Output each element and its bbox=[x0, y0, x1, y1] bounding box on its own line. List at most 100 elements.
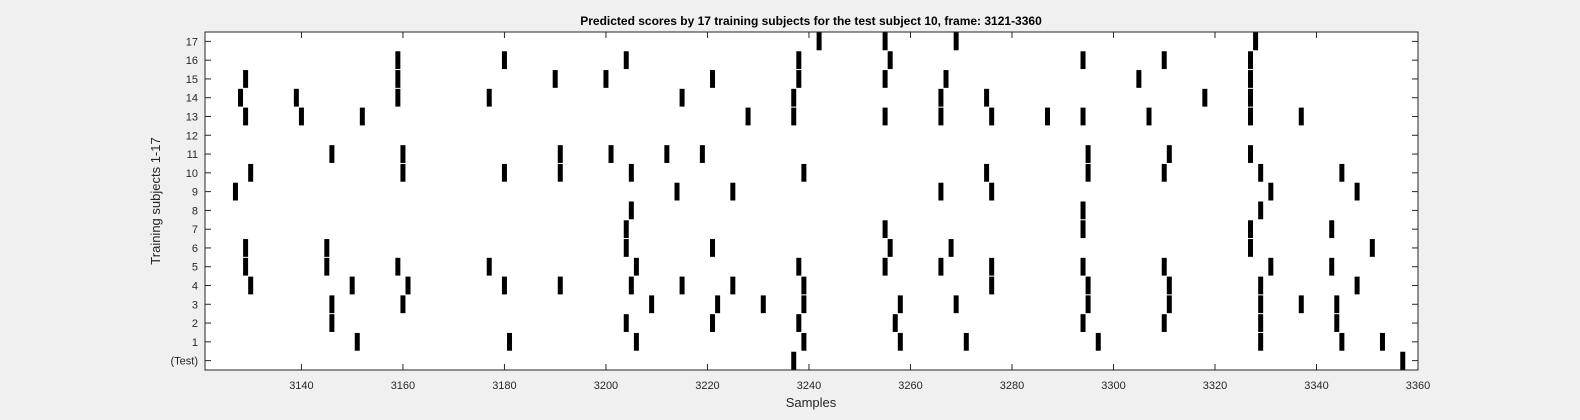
spike-mark bbox=[248, 163, 254, 182]
spike-mark bbox=[938, 88, 944, 107]
chart-title: Predicted scores by 17 training subjects… bbox=[580, 14, 1042, 28]
spike-mark bbox=[1095, 332, 1101, 351]
spike-mark bbox=[628, 276, 634, 295]
spike-mark bbox=[1248, 70, 1254, 88]
spike-mark bbox=[238, 88, 244, 107]
spike-mark bbox=[710, 70, 716, 88]
spike-mark bbox=[984, 88, 990, 107]
spike-mark bbox=[989, 257, 995, 276]
spike-mark bbox=[1379, 332, 1385, 351]
spike-mark bbox=[882, 107, 888, 126]
spike-mark bbox=[623, 314, 629, 332]
spike-mark bbox=[557, 163, 563, 182]
spike-mark bbox=[887, 239, 893, 257]
y-tick-label: 3 bbox=[192, 299, 198, 311]
spike-mark bbox=[1253, 32, 1259, 51]
spike-mark bbox=[730, 182, 736, 201]
spike-mark bbox=[1080, 257, 1086, 276]
spike-mark bbox=[329, 145, 335, 163]
spike-mark bbox=[882, 32, 888, 51]
x-axis: 3140 3160 3180 3200 3220 3240 3260 3280 3300 3320… bbox=[289, 32, 1430, 392]
spike-mark bbox=[1248, 239, 1254, 257]
spike-mark bbox=[329, 295, 335, 314]
x-tick-label: 3260 bbox=[898, 380, 922, 392]
spike-mark bbox=[1258, 201, 1264, 220]
y-tick-label: 6 bbox=[192, 243, 198, 255]
spike-mark bbox=[1354, 182, 1360, 201]
plot-area bbox=[205, 32, 1418, 370]
spike-mark bbox=[897, 295, 903, 314]
spike-mark bbox=[1248, 145, 1254, 163]
y-tick-label: 2 bbox=[192, 318, 198, 330]
spike-mark bbox=[984, 163, 990, 182]
spike-marks bbox=[232, 32, 1406, 370]
spike-mark bbox=[674, 182, 680, 201]
y-tick-label: 5 bbox=[192, 262, 198, 274]
spike-mark bbox=[501, 51, 507, 70]
spike-mark bbox=[603, 70, 609, 88]
spike-mark bbox=[760, 295, 766, 314]
spike-mark bbox=[649, 295, 655, 314]
spike-mark bbox=[892, 314, 898, 332]
spike-mark bbox=[1258, 295, 1264, 314]
y-tick-label: (Test) bbox=[171, 356, 199, 368]
spike-mark bbox=[1085, 163, 1091, 182]
spike-mark bbox=[1329, 257, 1335, 276]
spike-mark bbox=[1080, 201, 1086, 220]
y-tick-label: 9 bbox=[192, 187, 198, 199]
y-tick-label: 17 bbox=[186, 36, 198, 48]
spike-mark bbox=[552, 70, 558, 88]
spike-mark bbox=[710, 314, 716, 332]
spike-mark bbox=[400, 295, 406, 314]
y-tick-label: 1 bbox=[192, 337, 198, 349]
spike-mark bbox=[1298, 295, 1304, 314]
spike-mark bbox=[1202, 88, 1208, 107]
spike-mark bbox=[1085, 145, 1091, 163]
spike-mark bbox=[557, 145, 563, 163]
spike-mark bbox=[486, 88, 492, 107]
spike-mark bbox=[816, 32, 822, 51]
spike-mark bbox=[557, 276, 563, 295]
x-tick-label: 3360 bbox=[1406, 380, 1430, 392]
spike-mark bbox=[1080, 51, 1086, 70]
spike-mark bbox=[1268, 257, 1274, 276]
spike-mark bbox=[943, 70, 949, 88]
spike-mark bbox=[1136, 70, 1142, 88]
spike-mark bbox=[796, 51, 802, 70]
spike-mark bbox=[1334, 295, 1340, 314]
spike-mark bbox=[243, 257, 249, 276]
spike-mark bbox=[1146, 107, 1152, 126]
spike-mark bbox=[324, 257, 330, 276]
spike-mark bbox=[1268, 182, 1274, 201]
spike-mark bbox=[796, 314, 802, 332]
y-tick-label: 14 bbox=[186, 93, 198, 105]
spike-mark bbox=[801, 276, 807, 295]
spike-mark bbox=[1369, 239, 1375, 257]
spike-mark bbox=[1248, 107, 1254, 126]
spike-mark bbox=[1258, 163, 1264, 182]
y-tick-label: 4 bbox=[192, 281, 198, 293]
spike-mark bbox=[1161, 51, 1167, 70]
x-tick-label: 3180 bbox=[492, 380, 516, 392]
spike-mark bbox=[1258, 314, 1264, 332]
spike-mark bbox=[938, 107, 944, 126]
spike-mark bbox=[953, 32, 959, 51]
spike-mark bbox=[349, 276, 355, 295]
spike-mark bbox=[354, 332, 360, 351]
spike-mark bbox=[1080, 220, 1086, 239]
y-tick-label: 7 bbox=[192, 224, 198, 236]
plot-frame bbox=[204, 31, 1419, 371]
spike-mark bbox=[938, 257, 944, 276]
spike-mark bbox=[745, 107, 751, 126]
spike-mark bbox=[1080, 314, 1086, 332]
spike-mark bbox=[623, 220, 629, 239]
spike-mark bbox=[298, 107, 304, 126]
spike-mark bbox=[664, 145, 670, 163]
spike-mark bbox=[1166, 276, 1172, 295]
spike-mark bbox=[405, 276, 411, 295]
spike-mark bbox=[679, 88, 685, 107]
spike-mark bbox=[1166, 145, 1172, 163]
spike-mark bbox=[1334, 314, 1340, 332]
spike-mark bbox=[243, 107, 249, 126]
